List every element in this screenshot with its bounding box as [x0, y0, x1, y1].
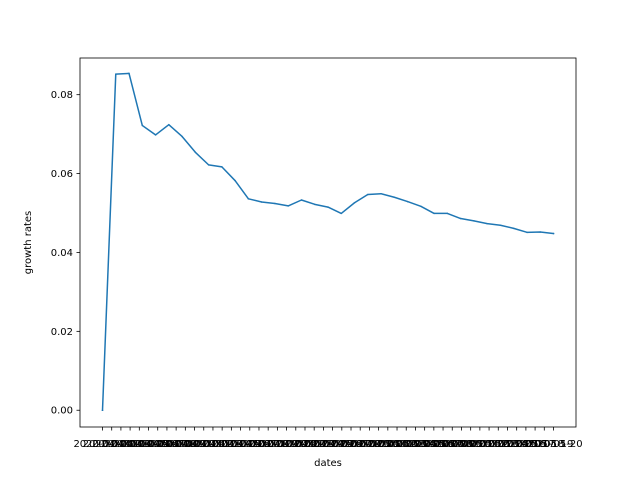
x-tick-label: 2020-05-06 [396, 439, 454, 450]
x-tick-label: 2020-04-21 [258, 439, 316, 450]
x-tick-label: 2020-05-13 [460, 439, 518, 450]
x-tick-label: 2020-05-10 [432, 439, 490, 450]
x-tick-label: 2020-04-20 [248, 439, 306, 450]
data-point [499, 224, 502, 226]
x-tick-label: 2020-04-15 [202, 439, 260, 450]
x-tick-label: 2020-05-04 [377, 439, 435, 450]
x-tick-label: 2020-04-24 [285, 439, 343, 450]
data-point [459, 217, 462, 220]
data-point [234, 179, 236, 182]
data-point [327, 206, 329, 208]
data-point [340, 212, 343, 215]
axes-frame [79, 57, 577, 428]
data-point [446, 212, 449, 215]
x-tick-label: 2020-04-05 [110, 439, 168, 450]
data-point [287, 205, 289, 207]
x-tick-label: 2020-05-05 [386, 439, 444, 450]
data-point [539, 231, 541, 233]
x-tick-label: 2020-04-23 [276, 439, 334, 450]
x-tick-label: 2020-05-03 [368, 439, 426, 450]
data-point [367, 193, 369, 196]
x-tick-label: 2020-05-08 [414, 439, 472, 450]
x-tick-label: 2020-04-29 [331, 439, 389, 450]
x-tick-label: 2020-04-06 [119, 439, 177, 450]
x-tick-label: 2020-04-07 [129, 439, 187, 450]
data-point [115, 73, 117, 75]
x-tick-label: 2020-04-26 [304, 439, 362, 450]
x-tick-label: 2020-04-17 [221, 439, 279, 450]
y-tick-label: 0.06 [51, 169, 73, 180]
x-tick-label: 2020-05-19 [515, 439, 573, 450]
x-tick-label: 2020-04-12 [175, 439, 233, 450]
data-point [141, 124, 144, 127]
data-point [420, 205, 422, 208]
x-tick-label: 2020-05-09 [423, 439, 481, 450]
data-point [353, 202, 356, 204]
x-tick-label: 2020-05-11 [442, 439, 500, 450]
x-tick-label: 2020-04-18 [230, 439, 288, 450]
data-point [181, 135, 183, 138]
y-tick-label: 0.04 [51, 248, 73, 259]
x-tick-label: 2020-04-13 [184, 439, 242, 450]
x-tick-label: 2020-04-16 [211, 439, 269, 450]
data-point [247, 198, 250, 200]
x-tick-label: 2020-04-01 [73, 439, 131, 450]
data-point [393, 196, 396, 198]
x-tick-label: 2020-04-08 [138, 439, 196, 450]
x-tick-label: 2020-04-02 [83, 439, 141, 450]
x-tick-label: 2020-05-02 [359, 439, 417, 450]
x-tick-label: 2020-04-04 [101, 439, 159, 450]
data-point [486, 222, 488, 225]
y-tick-label: 0.02 [51, 327, 73, 338]
data-point [221, 166, 223, 168]
x-tick-label: 2020-04-19 [239, 439, 297, 450]
data-point [380, 192, 382, 195]
x-tick-label: 2020-05-14 [469, 439, 527, 450]
plot-area [101, 72, 555, 412]
y-tick-label: 0.00 [51, 406, 73, 417]
data-point [207, 164, 210, 166]
data-point [194, 151, 197, 154]
data-point [406, 200, 409, 203]
data-point [552, 232, 555, 235]
x-tick-label: 2020-04-25 [294, 439, 352, 450]
x-tick-label: 2020-05-20 [524, 439, 582, 450]
x-tick-label: 2020-04-28 [322, 439, 380, 450]
data-point [128, 72, 130, 75]
data-point [433, 212, 435, 215]
x-tick-label: 2020-04-10 [156, 439, 214, 450]
x-tick-label: 2020-05-12 [451, 439, 509, 450]
x-tick-label: 2020-05-07 [405, 439, 463, 450]
y-axis-ticks: 0.00 0.02 0.04 0.06 0.08 [51, 90, 80, 417]
x-tick-label: 2020-04-03 [92, 439, 150, 450]
data-point [473, 220, 475, 222]
y-tick-label: 0.08 [51, 90, 73, 101]
data-point [260, 201, 263, 203]
y-axis-label: growth rates [23, 211, 34, 275]
data-point [154, 134, 157, 136]
x-tick-label: 2020-04-14 [193, 439, 251, 450]
x-axis-ticks: 2020-04-012020-04-022020-04-032020-04-04… [73, 427, 583, 450]
data-point [274, 202, 276, 205]
x-tick-label: 2020-04-09 [147, 439, 205, 450]
x-tick-label: 2020-05-17 [497, 439, 555, 450]
x-tick-label: 2020-04-30 [340, 439, 398, 450]
x-tick-label: 2020-05-16 [488, 439, 546, 450]
data-point [168, 123, 170, 126]
data-point [101, 409, 104, 411]
data-point [313, 203, 316, 206]
data-point [300, 199, 303, 201]
x-tick-label: 2020-04-27 [313, 439, 371, 450]
x-axis-label: dates [314, 458, 342, 469]
x-tick-label: 2020-05-15 [478, 439, 536, 450]
data-point [526, 231, 528, 234]
x-tick-label: 2020-05-01 [350, 439, 408, 450]
x-tick-label: 2020-04-11 [165, 439, 223, 450]
x-tick-label: 2020-05-18 [506, 439, 564, 450]
data-point [512, 227, 515, 230]
x-tick-label: 2020-04-22 [267, 439, 325, 450]
